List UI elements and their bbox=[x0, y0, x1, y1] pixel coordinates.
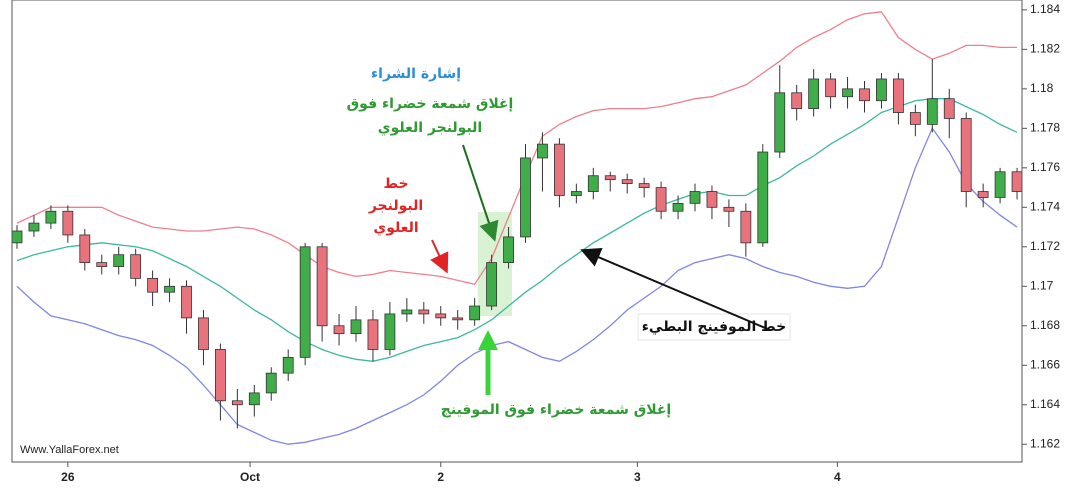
candle-body bbox=[79, 234, 91, 263]
candle-body bbox=[333, 325, 345, 335]
candle-body bbox=[113, 254, 125, 267]
candle-body bbox=[435, 313, 447, 319]
candle-body bbox=[893, 78, 904, 113]
candle-body bbox=[231, 400, 243, 406]
candle-body bbox=[740, 210, 752, 244]
annotation: البولنجر العلوي bbox=[378, 120, 482, 137]
annotation: العلوي bbox=[373, 220, 418, 237]
y-tick-label: 1.168 bbox=[1030, 318, 1060, 332]
arrow bbox=[462, 144, 499, 242]
x-tick-label: 4 bbox=[834, 470, 841, 484]
annotation: إغلاق شمعة خضراء فوق الموفينج bbox=[441, 402, 671, 418]
candle-body bbox=[791, 92, 803, 109]
candle-body bbox=[214, 349, 226, 402]
plot-frame bbox=[11, 0, 1023, 463]
band-line bbox=[16, 11, 1017, 286]
candle-body bbox=[198, 317, 209, 350]
y-tick-label: 1.17 bbox=[1030, 278, 1054, 292]
y-tick-label: 1.174 bbox=[1030, 199, 1060, 213]
y-tick-label: 1.18 bbox=[1030, 81, 1054, 95]
band-line bbox=[16, 98, 1018, 362]
arrow bbox=[430, 239, 449, 274]
candle-body bbox=[130, 254, 142, 279]
candle-body bbox=[452, 317, 464, 321]
candle-body bbox=[808, 78, 820, 109]
candle-body bbox=[537, 143, 548, 159]
candle-body bbox=[842, 88, 853, 98]
candle-body bbox=[638, 183, 650, 188]
candle-body bbox=[706, 191, 718, 208]
candle-body bbox=[825, 78, 836, 98]
y-tick-label: 1.182 bbox=[1030, 42, 1060, 56]
candle-body bbox=[977, 191, 989, 198]
candle-body bbox=[926, 98, 938, 125]
annotation: خط bbox=[383, 176, 408, 192]
y-tick-label: 1.162 bbox=[1030, 436, 1060, 450]
candle-body bbox=[1011, 171, 1023, 192]
candle-body bbox=[570, 191, 582, 196]
candle-body bbox=[181, 285, 192, 319]
candle-body bbox=[316, 246, 328, 327]
candle-body bbox=[723, 206, 735, 212]
candle-body bbox=[859, 88, 870, 102]
x-tick-label: 2 bbox=[437, 470, 444, 484]
candle-body bbox=[418, 309, 430, 315]
candle-body bbox=[689, 191, 701, 204]
annotation: إشارة الشراء bbox=[371, 66, 461, 82]
plot bbox=[11, 11, 1023, 445]
candle-body bbox=[282, 356, 294, 374]
candle-body bbox=[299, 246, 311, 358]
candle-body bbox=[960, 118, 972, 192]
candle-body bbox=[774, 92, 786, 153]
candle-body bbox=[45, 210, 57, 224]
candle-body bbox=[876, 78, 887, 102]
candle-body bbox=[503, 236, 514, 263]
annotation: البولنجر bbox=[368, 198, 423, 214]
candle-body bbox=[909, 112, 921, 125]
candle-body bbox=[401, 309, 413, 315]
candle-body bbox=[994, 171, 1006, 198]
candle-body bbox=[350, 319, 362, 335]
candle-body bbox=[164, 285, 175, 293]
annotation: خط الموفينج البطيء bbox=[642, 319, 786, 335]
candle-body bbox=[248, 392, 260, 406]
candle-body bbox=[587, 175, 599, 192]
y-tick-label: 1.164 bbox=[1030, 397, 1060, 411]
watermark: Www.YallaForex.net bbox=[20, 444, 119, 456]
candle-body bbox=[757, 151, 769, 244]
y-tick-label: 1.172 bbox=[1030, 239, 1060, 253]
arrow bbox=[580, 248, 771, 331]
candle-body bbox=[655, 187, 667, 212]
y-tick-label: 1.166 bbox=[1030, 357, 1060, 371]
annotation: إغلاق شمعة خضراء فوق bbox=[347, 96, 514, 112]
candle-body bbox=[367, 319, 379, 350]
candle-body bbox=[554, 143, 565, 196]
candle-body bbox=[28, 222, 40, 232]
candle-body bbox=[672, 202, 684, 212]
candle-body bbox=[604, 175, 616, 181]
candle-body bbox=[96, 262, 108, 267]
candle-body bbox=[11, 230, 23, 244]
y-tick-label: 1.178 bbox=[1030, 121, 1060, 135]
candle-body bbox=[147, 277, 159, 293]
x-tick-label: 3 bbox=[634, 470, 641, 484]
band-line bbox=[16, 126, 1018, 445]
candle-body bbox=[520, 157, 531, 238]
candle-body bbox=[62, 210, 74, 236]
y-tick-label: 1.176 bbox=[1030, 160, 1060, 174]
x-tick-label: 26 bbox=[61, 470, 75, 484]
candle-body bbox=[384, 313, 396, 350]
x-tick-label: Oct bbox=[240, 470, 260, 484]
candle-body bbox=[486, 262, 498, 307]
candle-body bbox=[621, 179, 633, 185]
candle-body bbox=[265, 372, 277, 394]
candle-body bbox=[469, 305, 481, 321]
candle-body bbox=[943, 98, 955, 119]
y-tick-label: 1.184 bbox=[1030, 2, 1060, 16]
